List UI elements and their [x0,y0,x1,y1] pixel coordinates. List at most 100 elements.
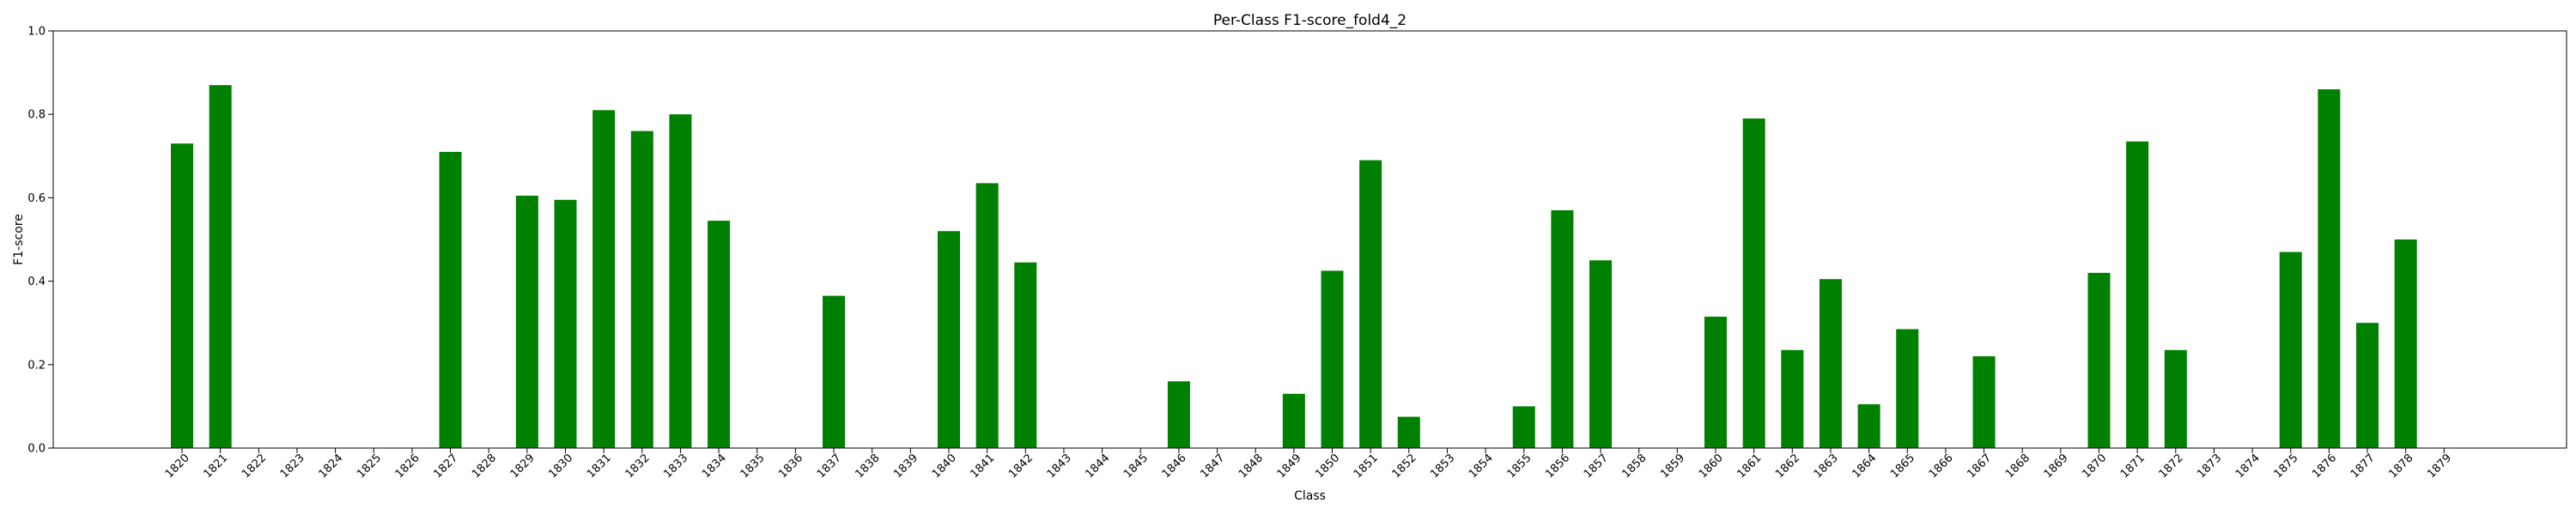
bar-1863 [1819,279,1842,448]
y-tick-label: 0.0 [27,443,46,456]
x-tick-label: 1845 [1121,451,1151,481]
x-tick-label: 1842 [1006,451,1036,481]
x-tick-label: 1833 [661,451,690,481]
bar-1865 [1896,329,1919,448]
bar-1861 [1742,118,1765,448]
bar-1832 [630,130,653,448]
x-tick-label: 1825 [355,451,384,481]
bar-1830 [554,199,577,448]
y-tick-label: 0.8 [27,109,46,122]
x-tick-label: 1829 [508,451,538,481]
bar-1840 [938,231,960,448]
x-tick-label: 1874 [2233,451,2263,481]
bar-1837 [823,295,846,448]
x-tick-label: 1850 [1313,451,1342,481]
x-tick-label: 1855 [1505,451,1534,481]
x-tick-label: 1823 [278,451,307,481]
x-tick-label: 1848 [1236,451,1266,481]
x-tick-label: 1838 [854,451,883,481]
x-tick-label: 1870 [2080,451,2109,481]
bar-1878 [2394,239,2417,448]
x-tick-label: 1854 [1467,451,1496,481]
bar-1862 [1781,349,1804,448]
bar-1860 [1704,316,1727,448]
bar-1820 [171,143,193,448]
x-tick-label: 1869 [2042,451,2071,481]
x-tick-label: 1852 [1390,451,1419,481]
bar-1875 [2279,251,2302,448]
bar-1841 [975,183,999,448]
bar-1871 [2126,141,2149,449]
x-tick-label: 1847 [1198,451,1227,481]
x-tick-label: 1879 [2425,451,2454,481]
bar-1877 [2356,323,2379,448]
x-tick-label: 1827 [431,451,460,481]
chart-title: Per-Class F1-score_fold4_2 [1213,12,1406,29]
x-tick-label: 1861 [1735,451,1764,481]
x-tick-label: 1826 [393,451,422,481]
bar-1827 [439,151,462,448]
x-tick-label: 1876 [2310,451,2339,481]
x-axis: 1820 1821 1822 1823 1824 1825 1826 1827 1828 1829… [163,448,2454,481]
bar-1857 [1589,260,1613,448]
x-tick-label: 1830 [546,451,575,481]
x-tick-label: 1821 [201,451,230,481]
bar-1872 [2164,349,2187,448]
x-tick-label: 1873 [2195,451,2224,481]
x-tick-label: 1864 [1850,451,1879,481]
bar-1855 [1512,406,1535,448]
bar-1867 [1972,356,1996,448]
bar-1850 [1321,270,1344,448]
y-axis-label: F1-score [12,214,26,265]
bar-1821 [209,85,232,449]
bar-1831 [592,110,616,448]
x-tick-label: 1862 [1773,451,1802,481]
x-tick-label: 1863 [1812,451,1841,481]
y-tick-label: 0.4 [27,276,46,288]
bar-1833 [669,114,692,448]
x-tick-label: 1853 [1428,451,1457,481]
x-tick-label: 1872 [2157,451,2186,481]
bar-1876 [2318,89,2341,448]
x-tick-label: 1834 [700,451,729,481]
x-tick-label: 1851 [1352,451,1381,481]
x-tick-label: 1877 [2348,451,2378,481]
y-tick-label: 1.0 [27,26,46,39]
x-tick-label: 1859 [1658,451,1687,481]
x-tick-label: 1849 [1275,451,1304,481]
x-tick-label: 1878 [2387,451,2416,481]
bar-1870 [2087,272,2111,448]
bar-1829 [515,195,538,448]
bar-1834 [708,221,731,448]
bar-1846 [1167,381,1190,448]
x-tick-label: 1858 [1620,451,1649,481]
x-tick-label: 1840 [930,451,959,481]
x-tick-label: 1857 [1582,451,1611,481]
y-tick-label: 0.6 [27,192,46,205]
x-tick-label: 1871 [2118,451,2148,481]
x-tick-label: 1866 [1927,451,1956,481]
x-tick-label: 1835 [738,451,768,481]
bars-group [171,85,2417,449]
x-tick-label: 1865 [1888,451,1917,481]
x-tick-label: 1832 [623,451,653,481]
plot-frame [52,30,2567,449]
x-tick-label: 1824 [316,451,345,481]
x-tick-label: 1860 [1697,451,1726,481]
x-tick-label: 1839 [891,451,920,481]
bar-1842 [1014,262,1037,448]
y-tick-label: 0.2 [27,359,46,372]
bar-1856 [1551,209,1574,449]
x-tick-label: 1831 [585,451,614,481]
x-tick-label: 1822 [240,451,269,481]
x-axis-label: Class [1294,489,1326,503]
x-tick-label: 1846 [1160,451,1189,481]
bar-1851 [1359,160,1382,448]
bar-1849 [1282,393,1305,448]
x-tick-label: 1841 [968,451,997,481]
y-axis: 0.0 0.2 0.4 0.6 0.8 1.0 [27,26,53,456]
x-tick-label: 1837 [815,451,844,481]
x-tick-label: 1836 [776,451,805,481]
x-tick-label: 1867 [1965,451,1994,481]
